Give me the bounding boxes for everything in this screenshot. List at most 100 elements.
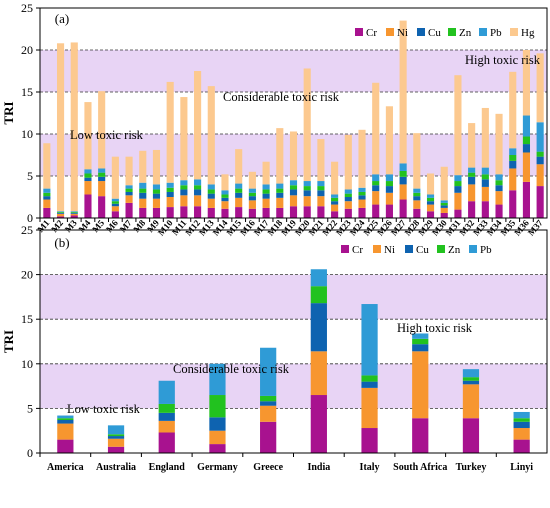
panel-b-bar-Turkey-Cu	[462, 380, 480, 385]
panel-a-bar-M7-Cu	[125, 191, 133, 196]
panel-b-bar-South Africa-Zn	[412, 338, 429, 345]
panel-b-bar-Turkey-Cr	[462, 418, 480, 453]
panel-a-legend-swatch-Zn	[448, 28, 456, 36]
panel-a-bar-M31-Hg	[454, 75, 462, 176]
panel-a-bar-M20-Cr	[303, 206, 311, 218]
panel-a-ytick-label: 5	[27, 169, 33, 183]
panel-a-bar-M35-Cu	[509, 160, 517, 169]
panel-a-bar-M18-Cr	[276, 207, 284, 218]
panel-a-bar-M9-Hg	[152, 149, 161, 185]
panel-a-bar-M34-Pb	[495, 174, 503, 181]
panel-b-bar-Germany-Cr	[209, 444, 226, 453]
panel-b-bar-Linyi-Cr	[513, 439, 530, 453]
panel-a-bar-M18-Zn	[276, 188, 284, 193]
panel-a-bar-M11-Cu	[180, 189, 188, 196]
panel-a-bar-M1-Cr	[43, 207, 51, 218]
panel-b-ytick-label: 5	[27, 401, 33, 415]
panel-b-band-high	[40, 274, 547, 320]
panel-a-bar-M7-Hg	[125, 156, 133, 186]
panel-b-bar-India-Zn	[310, 286, 327, 304]
panel-a-bar-M19-Cu	[289, 189, 298, 196]
panel-b-bar-Italy-Cu	[361, 381, 378, 388]
panel-b-xtick-label: Turkey	[456, 462, 487, 473]
panel-a-bar-M11-Pb	[180, 180, 188, 186]
panel-a-bar-M14-Pb	[221, 190, 229, 195]
panel-a-bar-M5-Hg	[98, 91, 106, 169]
panel-b-bar-England-Ni	[158, 420, 175, 433]
panel-a-legend-swatch-Hg	[510, 28, 518, 36]
panel-a-bar-M3-Hg	[70, 42, 78, 212]
panel-a-ytick-label: 0	[27, 211, 33, 225]
panel-b-ytick-label: 15	[21, 312, 33, 326]
panel-b-bar-Australia-Zn	[107, 434, 125, 437]
panel-a-bar-M33-Cr	[481, 201, 489, 218]
panel-a-bar-M37-Cu	[536, 156, 544, 165]
panel-a-bar-M32-Cr	[468, 201, 476, 218]
panel-a-bar-M12-Pb	[194, 179, 202, 186]
panel-a-bar-M20-Zn	[303, 186, 311, 191]
panel-b-xtick-label: Germany	[197, 462, 238, 473]
panel-a-bar-M25-Cu	[372, 185, 380, 192]
panel-a-bar-M14-Zn	[221, 194, 229, 198]
panel-a-legend-label-Hg: Hg	[521, 27, 535, 39]
panel-a-bar-M26-Cr	[385, 204, 393, 218]
panel-a-bar-M6-Hg	[111, 156, 119, 199]
panel-a-bar-M37-Hg	[536, 53, 544, 123]
panel-a-bar-M3-Cr	[70, 215, 78, 218]
panel-a-bar-M28-Cu	[413, 196, 421, 201]
panel-a-bar-M26-Hg	[385, 106, 393, 175]
panel-a-bar-M30-Hg	[440, 166, 448, 201]
panel-b-bar-Germany-Ni	[209, 430, 226, 445]
panel-a-bar-M36-Pb	[522, 115, 531, 137]
panel-a-bar-M12-Cr	[194, 206, 202, 218]
panel-a-bar-M27-Pb	[399, 163, 407, 171]
panel-a-bar-M31-Cu	[454, 186, 462, 193]
panel-a-band-label-high: High toxic risk	[465, 53, 541, 67]
panel-a-bar-M36-Hg	[522, 50, 531, 116]
panel-b-band-low	[40, 363, 547, 409]
panel-b-ytick-label: 25	[21, 223, 33, 237]
panel-b-bar-Turkey-Ni	[462, 384, 480, 419]
panel-a-xtick-label: M8	[131, 217, 147, 234]
panel-b-band-label-high: High toxic risk	[397, 321, 473, 335]
panel-a-xtick-label: M3	[63, 217, 79, 234]
panel-a-bar-M3-Ni	[70, 213, 78, 216]
panel-a-bar-M23-Cr	[344, 208, 352, 218]
panel-b-bar-Australia-Ni	[107, 438, 125, 447]
panel-a-bar-M15-Cr	[235, 207, 243, 218]
panel-a-legend-swatch-Ni	[386, 28, 394, 36]
panel-a-bar-M24-Ni	[358, 199, 366, 208]
panel-a-bar-M13-Zn	[207, 189, 215, 194]
panel-a-bar-M2-Cu	[56, 212, 65, 214]
panel-a-bar-M2-Cr	[56, 216, 65, 218]
panel-a-xtick-label: M5	[90, 217, 106, 234]
panel-b-legend-swatch-Zn	[437, 245, 445, 253]
panel-a-legend-label-Cr: Cr	[366, 27, 377, 39]
panel-a-bar-M16-Ni	[248, 200, 256, 209]
panel-a-bar-M35-Cr	[509, 190, 517, 218]
panel-a-bar-M20-Pb	[303, 181, 311, 187]
panel-a-bar-M11-Ni	[180, 195, 188, 207]
panel-a-bar-M1-Zn	[43, 192, 51, 197]
panel-a-bar-M13-Ni	[207, 198, 215, 208]
panel-a-bar-M26-Zn	[385, 181, 393, 187]
panel-a-xtick-label: M6	[104, 217, 120, 234]
panel-a-bar-M17-Hg	[262, 161, 270, 185]
panel-a-bar-M10-Ni	[166, 197, 174, 208]
panel-a-bar-M6-Zn	[111, 201, 119, 204]
panel-a-bar-M29-Zn	[426, 197, 435, 202]
panel-b-bar-Australia-Cr	[107, 446, 125, 453]
panel-a-bar-M21-Pb	[317, 181, 325, 187]
panel-a-bar-M14-Cr	[221, 208, 229, 218]
panel-a-bar-M12-Zn	[194, 185, 202, 190]
panel-a-bar-M11-Cr	[180, 206, 188, 218]
panel-a-bar-M8-Hg	[139, 150, 147, 183]
panel-a-bar-M22-Ni	[331, 204, 339, 212]
panel-a-bar-M8-Cr	[139, 207, 147, 218]
panel-b-bar-South Africa-Cr	[412, 418, 429, 453]
panel-a-bar-M11-Zn	[180, 185, 188, 190]
panel-b-ylabel: TRI	[1, 330, 16, 353]
panel-a-bar-M14-Hg	[221, 174, 229, 191]
panel-a-bar-M16-Cr	[248, 208, 256, 218]
panel-a-bar-M22-Hg	[331, 161, 339, 195]
